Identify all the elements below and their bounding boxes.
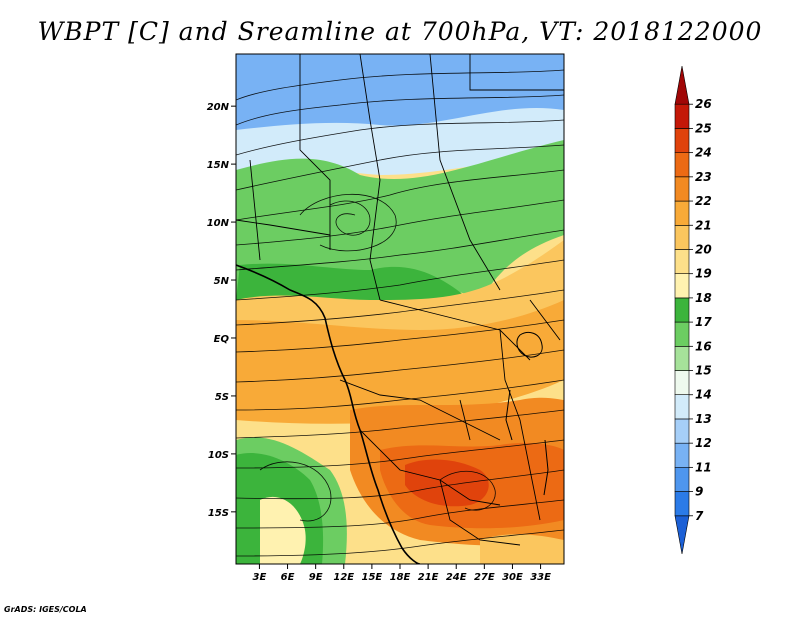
colorbar-swatch xyxy=(674,370,690,396)
credit-label: GrADS: IGES/COLA xyxy=(4,605,87,614)
x-axis-ticks: 3E 6E 9E 12E 15E 18E 21E 24E 27E 30E 33E xyxy=(253,564,551,583)
colorbar-label: 7 xyxy=(695,509,704,523)
lake-victoria xyxy=(516,332,543,358)
colorbar-label: 16 xyxy=(695,339,712,353)
colorbar-label: 25 xyxy=(695,121,712,135)
colorbar-swatch xyxy=(674,249,690,274)
y-tick-label: 10N xyxy=(207,218,230,229)
colorbar-label: 14 xyxy=(695,388,712,402)
colorbar-swatch xyxy=(674,491,690,517)
y-tick-label: 15N xyxy=(207,160,230,171)
colorbar-swatch xyxy=(674,515,690,555)
y-tick-label: 20N xyxy=(207,102,230,113)
colorbar-label: 24 xyxy=(695,146,712,160)
colorbar-swatch xyxy=(674,297,690,323)
x-tick-label: 24E xyxy=(446,572,467,583)
colorbar-swatch xyxy=(674,176,690,202)
colorbar-swatch xyxy=(674,418,690,444)
colorbar-label: 19 xyxy=(695,267,712,281)
colorbar-swatch xyxy=(674,394,690,420)
colorbar-swatch xyxy=(674,467,690,492)
x-tick-label: 12E xyxy=(333,572,354,583)
coastline xyxy=(236,264,421,564)
colorbar-swatch xyxy=(674,200,690,226)
x-tick-label: 21E xyxy=(418,572,439,583)
colorbar-swatch xyxy=(674,273,690,299)
colorbar-label: 9 xyxy=(695,485,703,499)
colorbar: 7 9 11 12 13 14 15 16 17 18 19 20 21 22 23 24 25 26 xyxy=(674,65,712,555)
colorbar-label: 13 xyxy=(695,412,712,426)
x-tick-label: 27E xyxy=(474,572,495,583)
colorbar-swatch xyxy=(674,321,690,347)
y-tick-label: 15S xyxy=(208,508,229,519)
x-tick-label: 30E xyxy=(502,572,523,583)
y-tick-label: 5N xyxy=(214,276,230,287)
colorbar-label: 23 xyxy=(695,170,712,184)
colorbar-swatch xyxy=(674,152,690,178)
colorbar-swatch xyxy=(674,346,690,371)
x-tick-label: 3E xyxy=(253,572,267,583)
y-axis-ticks: 20N 15N 10N 5N EQ 5S 10S 15S xyxy=(207,102,236,519)
colorbar-label: 22 xyxy=(695,194,712,208)
x-tick-label: 15E xyxy=(362,572,383,583)
lake-malawi xyxy=(543,439,549,496)
colorbar-label: 18 xyxy=(695,291,712,305)
colorbar-swatch xyxy=(674,442,690,468)
x-tick-label: 9E xyxy=(309,572,323,583)
streamlines xyxy=(236,69,564,557)
x-tick-label: 6E xyxy=(281,572,295,583)
colorbar-swatch xyxy=(674,65,690,105)
y-tick-label: 5S xyxy=(215,392,229,403)
colorbar-swatch xyxy=(674,103,690,129)
y-tick-label: 10S xyxy=(208,450,229,461)
colorbar-label: 26 xyxy=(695,97,712,111)
chart-title: WBPT [C] and Sreamline at 700hPa, VT: 20… xyxy=(38,17,763,46)
colorbar-label: 20 xyxy=(695,242,712,256)
wbpt-field xyxy=(236,54,564,564)
colorbar-label: 11 xyxy=(695,460,712,474)
field-band-14 xyxy=(236,107,564,175)
country-borders xyxy=(236,54,564,546)
lake-tanganyika xyxy=(505,389,513,441)
colorbar-label: 12 xyxy=(695,436,712,450)
map-area xyxy=(235,53,565,565)
field-band-19 xyxy=(260,496,306,564)
x-tick-label: 33E xyxy=(530,572,551,583)
x-tick-label: 18E xyxy=(390,572,411,583)
colorbar-label: 17 xyxy=(695,315,712,329)
colorbar-label: 21 xyxy=(695,218,712,232)
colorbar-label: 15 xyxy=(695,364,712,378)
colorbar-swatch xyxy=(674,128,690,153)
y-tick-label: EQ xyxy=(214,334,230,345)
colorbar-swatch xyxy=(674,224,690,250)
field-band-20-south xyxy=(480,534,564,564)
